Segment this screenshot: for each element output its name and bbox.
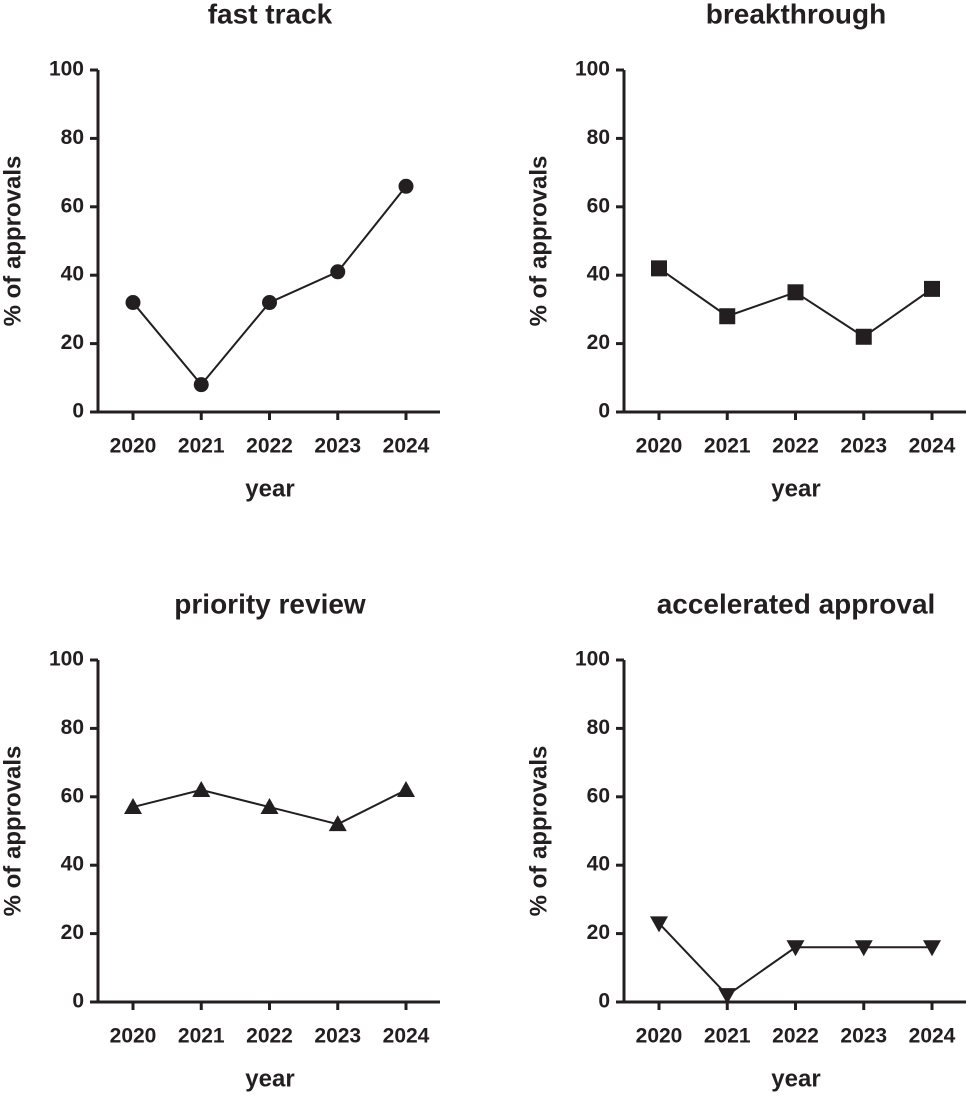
chart: accelerated approval % of approvals year 0 2… xyxy=(525,588,966,1092)
x-tick-label: 2023 xyxy=(840,1025,887,1048)
x-tick-label: 2021 xyxy=(178,1025,225,1048)
x-tick-label: 2022 xyxy=(246,435,293,458)
y-tick-label: 60 xyxy=(587,194,610,217)
y-tick-label: 0 xyxy=(72,400,84,423)
y-tick-label: 60 xyxy=(61,194,84,217)
line xyxy=(658,922,932,997)
y-tick-label: 80 xyxy=(61,716,84,739)
chart: fast track % of approvals year 0 20 40 60 80 100… xyxy=(0,0,440,502)
marker xyxy=(330,264,346,280)
y-axis-label: % of approvals xyxy=(525,156,552,327)
x-tick-label: 2020 xyxy=(110,1025,157,1048)
x-tick-label: 2020 xyxy=(636,1025,683,1048)
x-tick-label: 2023 xyxy=(314,435,361,458)
x-axis-label: year xyxy=(771,1065,820,1092)
y-tick-label: 20 xyxy=(587,921,610,944)
y-tick-label: 40 xyxy=(61,263,84,286)
y-tick-label: 60 xyxy=(587,784,610,807)
y-tick-label: 100 xyxy=(575,58,610,81)
marker xyxy=(786,940,805,957)
marker xyxy=(650,916,668,933)
x-axis-label: year xyxy=(245,475,294,502)
x-tick-label: 2022 xyxy=(246,1025,293,1048)
y-tick-label: 40 xyxy=(587,263,610,286)
y-tick-label: 0 xyxy=(72,990,84,1013)
line xyxy=(132,185,407,387)
x-axis-label: year xyxy=(771,475,820,502)
x-tick-label: 2023 xyxy=(840,435,887,458)
y-tick-label: 40 xyxy=(61,853,84,876)
x-tick-label: 2024 xyxy=(383,435,430,458)
marker xyxy=(854,940,873,957)
x-axis-label: year xyxy=(245,1065,294,1092)
x-tick-label: 2024 xyxy=(909,435,956,458)
y-axis-label: % of approvals xyxy=(525,746,552,917)
y-tick-label: 40 xyxy=(587,853,610,876)
marker xyxy=(262,295,277,311)
marker xyxy=(719,308,736,325)
marker xyxy=(718,988,737,1005)
y-tick-label: 80 xyxy=(587,716,610,739)
marker xyxy=(397,780,415,797)
x-tick-label: 2021 xyxy=(704,1025,751,1048)
y-tick-label: 100 xyxy=(49,58,84,81)
y-tick-label: 80 xyxy=(61,126,84,149)
marker xyxy=(260,798,279,815)
x-tick-label: 2024 xyxy=(909,1025,956,1048)
x-tick-label: 2023 xyxy=(314,1025,361,1048)
marker xyxy=(787,284,804,301)
marker xyxy=(651,260,667,277)
y-tick-label: 60 xyxy=(61,784,84,807)
x-tick-label: 2020 xyxy=(636,435,683,458)
x-tick-label: 2020 xyxy=(110,435,157,458)
marker xyxy=(193,377,209,393)
x-tick-label: 2022 xyxy=(772,1025,819,1048)
marker xyxy=(924,280,940,297)
chart: breakthrough % of approvals year 0 20 40 60 80 1… xyxy=(525,0,966,502)
y-tick-label: 20 xyxy=(61,331,84,354)
x-tick-label: 2024 xyxy=(383,1025,430,1048)
y-tick-label: 20 xyxy=(587,331,610,354)
marker xyxy=(855,328,872,345)
chart-title: breakthrough xyxy=(706,0,886,29)
marker xyxy=(124,798,142,815)
marker xyxy=(398,178,414,194)
y-tick-label: 20 xyxy=(61,921,84,944)
y-tick-label: 0 xyxy=(598,400,610,423)
chart-title: fast track xyxy=(208,0,333,29)
marker xyxy=(125,295,141,311)
y-tick-label: 100 xyxy=(49,648,84,671)
chart: priority review % of approvals year 0 20 40 60… xyxy=(0,588,440,1092)
chart-title: priority review xyxy=(174,588,366,619)
y-axis-label: % of approvals xyxy=(0,746,26,917)
marker xyxy=(192,780,211,797)
x-tick-label: 2021 xyxy=(178,435,225,458)
marker xyxy=(923,940,941,957)
line xyxy=(658,267,933,338)
y-tick-label: 0 xyxy=(598,990,610,1013)
x-tick-label: 2021 xyxy=(704,435,751,458)
y-tick-label: 100 xyxy=(575,648,610,671)
x-tick-label: 2022 xyxy=(772,435,819,458)
y-axis-label: % of approvals xyxy=(0,156,26,327)
y-tick-label: 80 xyxy=(587,126,610,149)
marker xyxy=(328,815,347,832)
chart-title: accelerated approval xyxy=(657,588,936,619)
